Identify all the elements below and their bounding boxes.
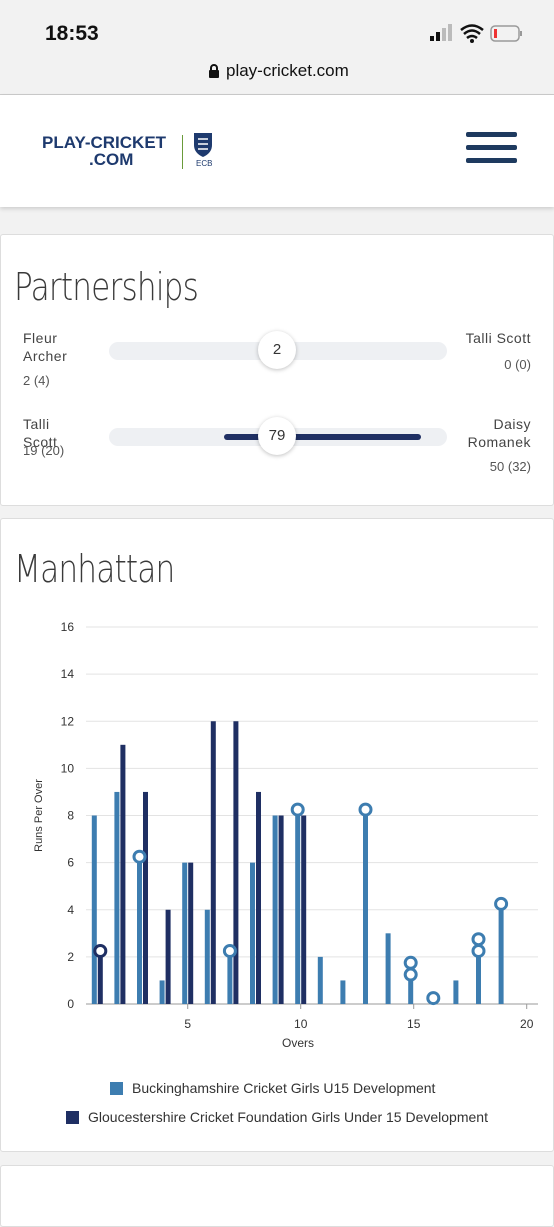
batter-score: 19 (20) bbox=[23, 443, 65, 458]
bar bbox=[301, 815, 307, 1004]
wicket-marker bbox=[471, 932, 486, 947]
batter-score: 2 (4) bbox=[23, 373, 50, 388]
y-tick-label: 0 bbox=[67, 997, 74, 1011]
badge: ECB bbox=[196, 159, 213, 168]
bar bbox=[278, 815, 284, 1004]
x-axis-label: Overs bbox=[282, 1036, 314, 1050]
wicket-marker bbox=[222, 943, 237, 958]
legend-swatch bbox=[110, 1082, 123, 1095]
bar bbox=[114, 791, 120, 1004]
batter-score: 50 (32) bbox=[489, 459, 531, 474]
bar bbox=[256, 791, 261, 1004]
wicket-marker bbox=[426, 991, 441, 1006]
site-header: PLAY-CRICKET .COM ECB bbox=[0, 95, 554, 207]
y-tick-label: 16 bbox=[61, 620, 75, 634]
next-card bbox=[0, 1165, 554, 1227]
wicket-marker bbox=[93, 943, 108, 958]
bar bbox=[250, 862, 255, 1004]
partnerships-card: Partnerships Fleur Archer 2 (4) Talli Scot… bbox=[0, 234, 554, 506]
y-tick-label: 2 bbox=[67, 950, 74, 964]
bar bbox=[97, 956, 103, 1004]
bar bbox=[120, 744, 126, 1004]
manhattan-chart: 0 2 4 6 8 10 12 14 16 5 10 15 20 Overs Runs Per Over Bu… bbox=[33, 620, 538, 1125]
bar bbox=[295, 815, 301, 1004]
crest bbox=[194, 133, 212, 157]
manhattan-card: Manhattan bbox=[0, 518, 554, 1152]
bar bbox=[498, 909, 504, 1004]
section-title: Partnerships bbox=[14, 265, 199, 309]
legend-label: Gloucestershire Cricket Foundation Girls… bbox=[88, 1109, 488, 1125]
status-icons bbox=[430, 24, 522, 43]
wicket-marker bbox=[358, 802, 373, 817]
bar bbox=[317, 956, 323, 1004]
x-tick-label: 20 bbox=[520, 1017, 534, 1031]
wicket-marker bbox=[403, 955, 418, 970]
bar bbox=[159, 980, 165, 1004]
logo-top[interactable]: PLAY-CRICKET bbox=[42, 133, 167, 152]
x-tick-label: 10 bbox=[294, 1017, 308, 1031]
y-axis-label: Runs Per Over bbox=[33, 779, 45, 852]
wicket-marker bbox=[290, 802, 305, 817]
wicket-marker bbox=[403, 967, 418, 982]
menu-button[interactable] bbox=[466, 130, 518, 166]
right-bar bbox=[278, 434, 421, 440]
bar bbox=[227, 956, 233, 1004]
url[interactable]: play-cricket.com bbox=[226, 61, 349, 80]
wicket-marker bbox=[132, 849, 147, 864]
bar bbox=[204, 909, 210, 1004]
bar bbox=[210, 721, 216, 1004]
bar bbox=[272, 815, 278, 1004]
bar bbox=[453, 980, 459, 1004]
partnership-total: 2 bbox=[258, 331, 296, 369]
batter-name: Talli Scott bbox=[23, 416, 58, 450]
partnership-total: 79 bbox=[258, 417, 296, 455]
batter-score: 0 (0) bbox=[504, 357, 531, 372]
bar bbox=[182, 862, 188, 1004]
x-tick-label: 15 bbox=[407, 1017, 421, 1031]
wicket-marker bbox=[471, 943, 486, 958]
x-tick-label: 5 bbox=[184, 1017, 191, 1031]
section-title: Manhattan bbox=[14, 547, 175, 591]
bar bbox=[476, 956, 481, 1004]
legend-swatch bbox=[66, 1111, 79, 1124]
y-tick-label: 6 bbox=[67, 856, 74, 870]
left-bar bbox=[223, 434, 278, 440]
bar bbox=[91, 815, 97, 1004]
y-tick-label: 10 bbox=[61, 761, 75, 775]
y-tick-label: 4 bbox=[67, 903, 74, 917]
y-tick-label: 8 bbox=[67, 809, 74, 823]
batter-name: Fleur Archer bbox=[23, 330, 68, 364]
legend-label: Buckinghamshire Cricket Girls U15 Develo… bbox=[132, 1080, 436, 1096]
bar bbox=[188, 862, 194, 1004]
wicket-marker bbox=[494, 896, 509, 911]
bar bbox=[233, 721, 239, 1004]
bar bbox=[137, 862, 142, 1004]
batter-name: Daisy Romanek bbox=[467, 416, 531, 450]
y-tick-label: 12 bbox=[61, 714, 75, 728]
bar bbox=[385, 933, 391, 1004]
browser-bar: 18:53 play-cricket.com bbox=[0, 0, 554, 95]
lock-icon bbox=[209, 64, 219, 78]
bar bbox=[165, 909, 171, 1004]
logo-bottom[interactable]: .COM bbox=[89, 150, 134, 169]
y-tick-label: 14 bbox=[61, 667, 75, 681]
bar bbox=[363, 815, 368, 1004]
bar bbox=[340, 980, 346, 1004]
time: 18:53 bbox=[45, 22, 99, 45]
logo-divider bbox=[182, 135, 183, 169]
batter-name: Talli Scott bbox=[465, 330, 531, 346]
bar bbox=[143, 791, 148, 1004]
